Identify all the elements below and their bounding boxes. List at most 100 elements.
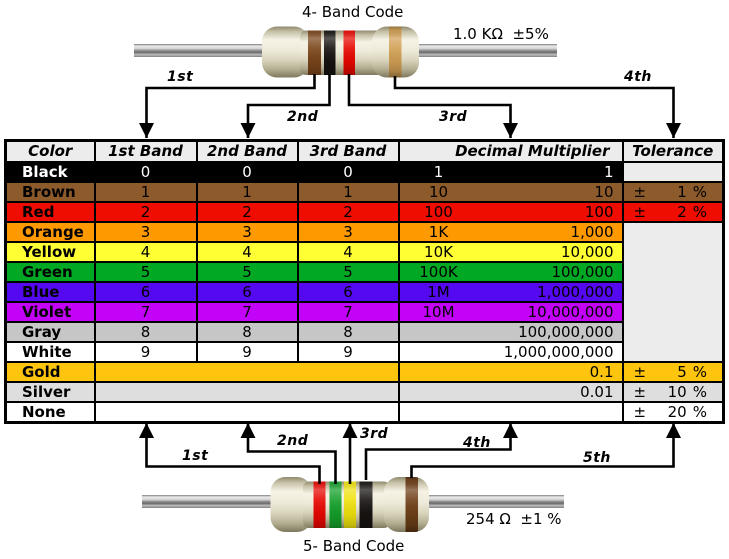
bottom-connector-4th-head — [503, 423, 518, 438]
blue-multiplier-full: 1,000,000 — [537, 282, 614, 301]
gold-bands-merged-cell — [93, 361, 400, 383]
bottom-connector-2nd — [240, 423, 337, 484]
column-header-decimal-multiplier: Decimal Multiplier — [397, 139, 624, 163]
brown-multiplier-cell: 10 10 — [397, 181, 624, 203]
table-row-black: Black 0 0 0 1 1 — [4, 161, 725, 183]
white-band3-value: 9 — [296, 341, 400, 363]
none-tolerance-sign: ± — [633, 402, 647, 421]
orange-multiplier-cell: 1K 1,000 — [397, 221, 624, 243]
black-band2-value: 0 — [195, 161, 299, 183]
column-header-color: Color — [4, 139, 96, 163]
blue-multiplier-short: 1M — [427, 282, 450, 301]
color-name-none: None — [4, 401, 96, 424]
gold-multiplier-full: 0.1 — [589, 362, 614, 381]
brown-band3-value: 1 — [296, 181, 400, 203]
yellow-multiplier-full: 10,000 — [561, 242, 614, 261]
bottom-arrow-label-5th: 5th — [583, 450, 611, 466]
yellow-band2-value: 4 — [195, 241, 299, 263]
blue-band2-value: 6 — [195, 281, 299, 303]
bottom-connector-1st — [139, 423, 321, 484]
bottom-arrow-label-1st: 1st — [182, 448, 209, 464]
top-connector-2nd — [240, 74, 331, 138]
brown-tolerance-sign: ± — [633, 182, 647, 201]
black-multiplier-short: 1 — [433, 162, 444, 181]
five-band-code-title: 5- Band Code — [303, 537, 405, 555]
top-connector-1st — [139, 74, 316, 138]
orange-multiplier-full: 1,000 — [570, 222, 614, 241]
none-multiplier-short — [401, 404, 478, 421]
color-name-red: Red — [4, 201, 96, 223]
bottom-connector-3rd-head — [342, 423, 358, 438]
black-band3-value: 0 — [296, 161, 400, 183]
column-header-2nd-band: 2nd Band — [195, 139, 299, 163]
brown-tolerance-unit: % — [692, 182, 707, 201]
column-header-tolerance: Tolerance — [621, 139, 725, 163]
black-tolerance-cell — [621, 161, 725, 183]
top-connector-1st-head — [139, 123, 154, 138]
top-arrow-label-4th: 4th — [624, 69, 652, 85]
green-multiplier-short: 100K — [419, 262, 458, 281]
top-arrow-label-2nd: 2nd — [287, 109, 319, 125]
bottom-arrow-label-4th: 4th — [463, 435, 491, 451]
color-name-white: White — [4, 341, 96, 363]
top-connector-2nd-head — [240, 123, 256, 138]
yellow-band3-value: 4 — [296, 241, 400, 263]
gray-band3-value: 8 — [296, 321, 400, 343]
gold-multiplier-short — [401, 364, 478, 380]
four-band-code-title: 4- Band Code — [302, 3, 404, 21]
top-connector-3rd-head — [503, 123, 518, 138]
four-band-resistor-value: 1.0 KΩ ±5% — [453, 25, 549, 43]
gold-tolerance-value: 5 — [677, 362, 687, 381]
black-multiplier-full: 1 — [603, 162, 614, 181]
silver-multiplier-cell: 0.01 — [397, 381, 624, 403]
blue-band1-value: 6 — [93, 281, 198, 303]
brown-multiplier-short: 10 — [428, 182, 449, 201]
black-band1-value: 0 — [93, 161, 198, 183]
silver-bands-merged-cell — [93, 381, 400, 403]
column-header-1st-band: 1st Band — [93, 139, 198, 163]
table-row-violet: Violet 7 7 7 10M 10,000,000 — [4, 301, 724, 323]
table-row-silver: Silver 0.01 ±10% — [4, 381, 725, 403]
none-tolerance-value: 20 — [667, 402, 687, 421]
top-arrow-label-1st: 1st — [167, 69, 194, 85]
table-row-brown: Brown 1 1 1 10 10 ±1% — [4, 181, 725, 203]
gold-tolerance-sign: ± — [633, 362, 647, 381]
top-arrow-label-3rd: 3rd — [439, 109, 468, 125]
red-tolerance-value: 2 — [677, 202, 687, 221]
red-multiplier-short: 100 — [424, 202, 453, 221]
gray-multiplier-cell: 100,000,000 — [397, 321, 624, 343]
color-name-gray: Gray — [4, 321, 96, 343]
violet-band1-value: 7 — [93, 301, 198, 323]
violet-band3-value: 7 — [296, 301, 400, 323]
white-multiplier-cell: 1,000,000,000 — [397, 341, 624, 363]
table-row-none: None ±20% — [4, 401, 725, 424]
violet-multiplier-cell: 10M 10,000,000 — [397, 301, 624, 323]
red-tolerance-sign: ± — [633, 202, 647, 221]
red-multiplier-full: 100 — [584, 202, 614, 221]
top-connector-4th-head — [666, 123, 681, 138]
violet-multiplier-full: 10,000,000 — [527, 302, 614, 321]
yellow-multiplier-short: 10K — [424, 242, 453, 261]
silver-tolerance-cell: ±10% — [621, 381, 725, 403]
five-band-resistor-body-left-cap — [270, 477, 312, 532]
bottom-connector-5th-head — [666, 423, 681, 438]
white-multiplier-short — [401, 344, 478, 360]
orange-band1-value: 3 — [93, 221, 198, 243]
white-multiplier-full: 1,000,000,000 — [503, 342, 614, 361]
silver-multiplier-short — [401, 384, 478, 400]
color-name-yellow: Yellow — [4, 241, 96, 263]
yellow-multiplier-cell: 10K 10,000 — [397, 241, 624, 263]
table-row-orange: Orange 3 3 3 1K 1,000 — [4, 221, 725, 363]
yellow-band1-value: 4 — [93, 241, 198, 263]
blue-band3-value: 6 — [296, 281, 400, 303]
orange-band3-value: 3 — [296, 221, 400, 243]
brown-tolerance-value: 1 — [677, 182, 687, 201]
gray-multiplier-short — [401, 324, 478, 340]
red-band3-value: 2 — [296, 201, 400, 223]
violet-multiplier-short: 10M — [422, 302, 455, 321]
none-bands-merged-cell — [93, 401, 400, 424]
table-row-yellow: Yellow 4 4 4 10K 10,000 — [4, 241, 724, 263]
table-row-white: White 9 9 9 1,000,000,000 — [4, 341, 724, 363]
white-band2-value: 9 — [195, 341, 299, 363]
